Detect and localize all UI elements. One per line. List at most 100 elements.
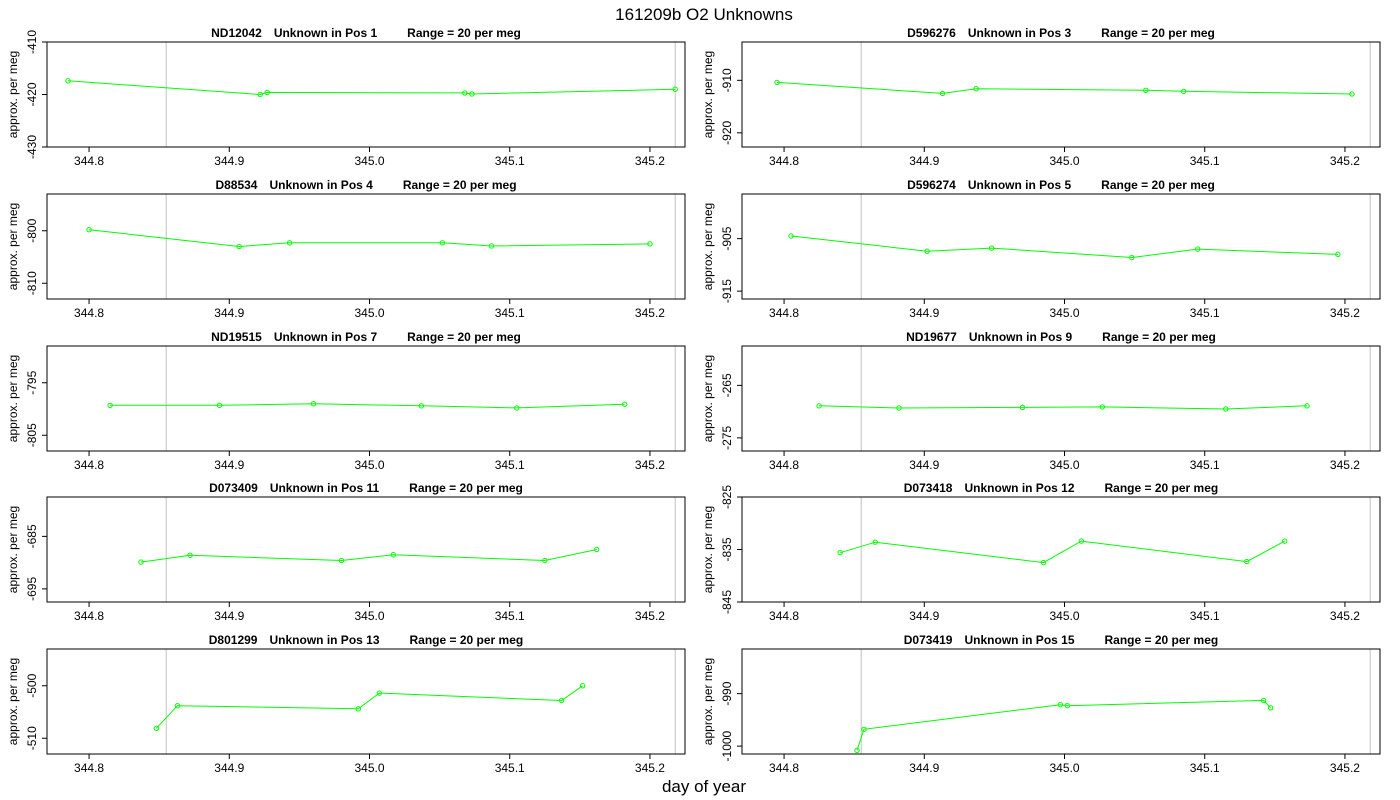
y-tick-label: -500 xyxy=(25,673,39,697)
data-point xyxy=(216,402,223,409)
y-tick-label: -695 xyxy=(25,577,39,601)
panel-title: D073409 Unknown in Pos 11 Range = 20 per m… xyxy=(209,481,523,495)
y-tick-label: -265 xyxy=(720,373,734,397)
x-tick-label: 345.1 xyxy=(1190,761,1220,775)
sample-id: ND19677 xyxy=(906,330,957,344)
panel-title: D88534 Unknown in Pos 4 Range = 20 per meg xyxy=(215,178,516,192)
x-tick-label: 345.2 xyxy=(635,154,665,168)
position-label: Unknown in Pos 4 xyxy=(269,178,373,192)
x-tick-label: 345.1 xyxy=(1190,154,1220,168)
x-tick-label: 345.1 xyxy=(1190,458,1220,472)
range-label: Range = 20 per meg xyxy=(410,633,524,647)
x-tick-label: 344.8 xyxy=(74,458,104,472)
data-point xyxy=(462,90,468,96)
data-point xyxy=(1040,559,1047,566)
data-point xyxy=(65,78,71,84)
position-label: Unknown in Pos 1 xyxy=(274,26,378,40)
panel-title: D073419 Unknown in Pos 15 Range = 20 per m… xyxy=(904,633,1218,647)
data-point xyxy=(286,240,293,246)
data-point xyxy=(107,402,113,409)
x-tick-label: 344.8 xyxy=(769,609,799,623)
data-point xyxy=(514,405,520,411)
range-label: Range = 20 per meg xyxy=(1101,178,1215,192)
data-point xyxy=(86,227,92,233)
y-axis-label: approx. per meg xyxy=(6,658,20,745)
y-axis-label: approx. per meg xyxy=(701,203,715,290)
plot-frame xyxy=(741,496,1381,603)
x-tick-label: 345.0 xyxy=(1049,306,1079,320)
x-tick-label: 344.8 xyxy=(769,154,799,168)
panel-nd19677: ND19677 Unknown in Pos 9 Range = 20 per me… xyxy=(701,330,1381,472)
y-tick-label: -845 xyxy=(720,590,734,614)
x-tick-label: 345.0 xyxy=(354,609,384,623)
data-point xyxy=(1078,538,1085,544)
data-point xyxy=(1064,703,1071,709)
x-tick-label: 345.2 xyxy=(1330,609,1360,623)
y-tick-label: -275 xyxy=(720,426,734,450)
y-tick-label: -810 xyxy=(25,271,39,295)
x-tick-label: 345.2 xyxy=(635,458,665,472)
x-tick-label: 345.2 xyxy=(635,609,665,623)
data-point xyxy=(861,726,867,733)
x-tick-label: 344.8 xyxy=(769,306,799,320)
data-point xyxy=(973,86,979,92)
y-tick-label: -430 xyxy=(25,135,39,159)
data-point xyxy=(153,725,160,731)
data-point xyxy=(138,559,144,565)
sample-id: D073419 xyxy=(904,633,953,647)
plot-frame xyxy=(46,648,686,755)
sample-id: ND12042 xyxy=(211,26,262,40)
data-point xyxy=(1099,404,1106,410)
data-point xyxy=(1019,404,1026,411)
x-tick-label: 345.1 xyxy=(1190,306,1220,320)
x-axis-label: day of year xyxy=(662,777,746,796)
x-tick-label: 345.0 xyxy=(1049,154,1079,168)
series-line xyxy=(840,540,1285,564)
range-label: Range = 20 per meg xyxy=(407,330,521,344)
x-tick-label: 344.9 xyxy=(214,458,244,472)
data-point xyxy=(338,557,345,564)
x-tick-label: 345.1 xyxy=(495,609,525,623)
position-label: Unknown in Pos 5 xyxy=(968,178,1072,192)
x-tick-label: 344.8 xyxy=(74,609,104,623)
y-tick-label: -835 xyxy=(720,537,734,561)
y-axis-label: approx. per meg xyxy=(701,355,715,442)
y-axis-label: approx. per meg xyxy=(701,658,715,745)
sample-id: D073418 xyxy=(904,481,953,495)
panel-title: D801299 Unknown in Pos 13 Range = 20 per m… xyxy=(209,633,523,647)
y-axis-label: approx. per meg xyxy=(701,51,715,138)
x-tick-label: 345.0 xyxy=(1049,609,1079,623)
plot-frame xyxy=(46,345,686,452)
plot-frame xyxy=(46,41,686,148)
x-tick-label: 345.1 xyxy=(495,458,525,472)
y-tick-label: -990 xyxy=(720,681,734,705)
panel-title: D596276 Unknown in Pos 3 Range = 20 per me… xyxy=(907,26,1215,40)
x-tick-label: 344.9 xyxy=(214,761,244,775)
y-tick-label: -915 xyxy=(720,279,734,303)
data-point xyxy=(1267,705,1274,711)
range-label: Range = 20 per meg xyxy=(1101,26,1215,40)
figure-title: 161209b O2 Unknowns xyxy=(615,5,793,24)
x-tick-label: 344.8 xyxy=(74,761,104,775)
range-label: Range = 20 per meg xyxy=(1102,330,1216,344)
data-point xyxy=(622,401,628,407)
x-tick-label: 345.2 xyxy=(1330,761,1360,775)
plot-frame xyxy=(741,648,1381,755)
x-tick-label: 345.2 xyxy=(1330,154,1360,168)
data-point xyxy=(439,240,446,246)
x-tick-label: 345.2 xyxy=(1330,458,1360,472)
y-axis-label: approx. per meg xyxy=(701,506,715,593)
position-label: Unknown in Pos 3 xyxy=(968,26,1072,40)
data-point xyxy=(1195,246,1201,252)
panel-title: ND19677 Unknown in Pos 9 Range = 20 per me… xyxy=(906,330,1216,344)
position-label: Unknown in Pos 12 xyxy=(964,481,1074,495)
series-line xyxy=(140,549,597,563)
plot-frame xyxy=(741,41,1381,148)
range-label: Range = 20 per meg xyxy=(1105,633,1219,647)
y-tick-label: -805 xyxy=(25,423,39,447)
x-tick-label: 344.8 xyxy=(769,761,799,775)
position-label: Unknown in Pos 7 xyxy=(274,330,378,344)
position-label: Unknown in Pos 9 xyxy=(969,330,1073,344)
data-point xyxy=(264,89,270,96)
panel-d073419: D073419 Unknown in Pos 15 Range = 20 per m… xyxy=(701,633,1381,775)
